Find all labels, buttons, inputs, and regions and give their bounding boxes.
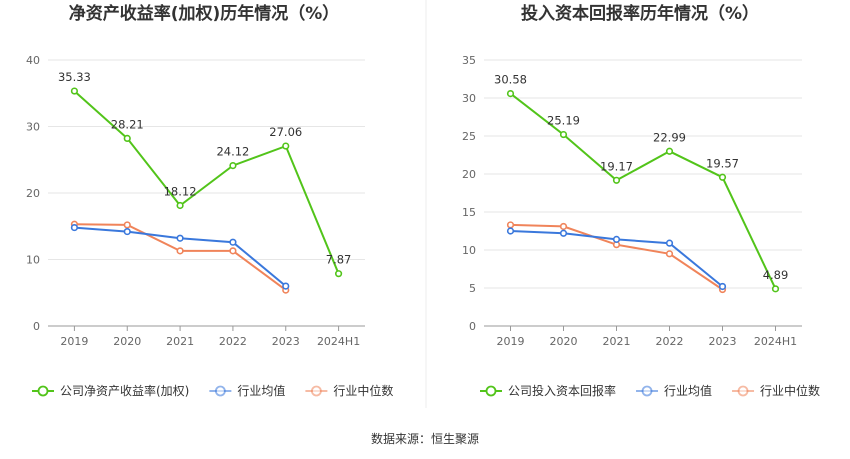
series-line-3 xyxy=(510,223,724,291)
x-tick-label: 2023 xyxy=(709,335,737,348)
legend-item-2: 行业均值 xyxy=(636,383,712,398)
legend-label: 行业中位数 xyxy=(333,383,393,398)
y-tick-label: 25 xyxy=(462,130,476,143)
data-point xyxy=(665,147,674,155)
data-point xyxy=(123,227,131,236)
legend-label: 公司净资产收益率(加权) xyxy=(60,383,189,398)
data-point xyxy=(334,270,343,278)
data-point xyxy=(559,222,568,231)
data-point xyxy=(665,239,674,247)
data-point xyxy=(559,130,568,139)
legend-item-3: 行业中位数 xyxy=(732,383,820,398)
y-tick-label: 20 xyxy=(26,187,40,200)
data-point xyxy=(176,234,184,242)
data-label: 7.87 xyxy=(326,253,352,267)
x-tick-label: 2020 xyxy=(550,335,578,348)
data-point xyxy=(176,201,184,210)
legend-label: 行业中位数 xyxy=(760,383,820,398)
legend-swatch-marker xyxy=(214,385,226,397)
legend-item-1: 公司投入资本回报率 xyxy=(480,383,616,398)
chart-2: 投入资本回报率历年情况（%） 0 5 10 15 20 25 30 35 2019 2020 2021… xyxy=(462,3,820,398)
y-tick-label: 15 xyxy=(462,206,476,219)
series-line-1 xyxy=(509,92,777,290)
data-point xyxy=(506,89,515,98)
data-point xyxy=(665,250,674,258)
data-point xyxy=(229,238,237,246)
data-label: 19.57 xyxy=(706,156,739,170)
x-tick-label: 2020 xyxy=(113,335,141,348)
data-point xyxy=(70,223,79,232)
legend-swatch-marker xyxy=(641,385,653,397)
y-tick-label: 30 xyxy=(462,92,476,105)
data-point xyxy=(123,221,131,229)
y-tick-label: 5 xyxy=(469,282,476,295)
x-tick-label: 2019 xyxy=(497,335,525,348)
series-line-3 xyxy=(74,223,287,291)
data-point xyxy=(176,247,184,255)
source-label: 数据来源：恒生聚源 xyxy=(371,431,479,446)
x-tick-label: 2024H1 xyxy=(317,335,360,348)
data-point xyxy=(506,227,515,235)
data-point xyxy=(718,282,727,291)
x-tick-label: 2023 xyxy=(272,335,300,348)
legend-item-3: 行业中位数 xyxy=(305,383,393,398)
data-point xyxy=(506,221,515,229)
x-tick-label: 2022 xyxy=(656,335,684,348)
data-label: 24.12 xyxy=(216,145,249,159)
data-label: 28.21 xyxy=(111,117,144,131)
y-tick-label: 35 xyxy=(462,54,476,67)
data-point xyxy=(229,247,237,255)
legend-swatch-marker xyxy=(310,385,322,397)
data-label: 19.17 xyxy=(600,159,633,173)
y-tick-label: 40 xyxy=(26,54,40,67)
x-tick-label: 2021 xyxy=(603,335,631,348)
y-tick-label: 0 xyxy=(33,320,40,333)
data-point xyxy=(70,87,79,95)
y-tick-label: 10 xyxy=(462,244,476,257)
legend-item-1: 公司净资产收益率(加权) xyxy=(32,383,189,398)
data-point xyxy=(282,142,290,150)
data-point xyxy=(771,285,780,293)
y-tick-label: 10 xyxy=(26,254,40,267)
data-label: 22.99 xyxy=(653,130,686,144)
chart-title: 投入资本回报率历年情况（%） xyxy=(521,3,759,24)
y-tick-label: 0 xyxy=(469,320,476,333)
chart-1: 净资产收益率(加权)历年情况（%） 0 10 20 30 40 2019 2020 2021 20… xyxy=(26,3,393,398)
data-label: 18.12 xyxy=(164,185,197,199)
data-label: 4.89 xyxy=(763,268,789,282)
data-point xyxy=(282,282,290,290)
legend-swatch-marker xyxy=(485,385,497,397)
data-point xyxy=(559,229,568,237)
data-point xyxy=(718,173,727,181)
y-tick-label: 20 xyxy=(462,168,476,181)
data-label: 27.06 xyxy=(269,125,302,139)
legend-label: 行业均值 xyxy=(237,383,285,398)
data-point xyxy=(229,162,237,170)
legend-label: 公司投入资本回报率 xyxy=(508,383,616,398)
data-label: 35.33 xyxy=(58,70,91,84)
series-line-1 xyxy=(73,90,340,275)
data-label: 25.19 xyxy=(547,114,580,128)
x-tick-label: 2022 xyxy=(219,335,247,348)
data-point xyxy=(612,176,621,184)
x-tick-label: 2019 xyxy=(60,335,88,348)
legend-label: 行业均值 xyxy=(664,383,712,398)
x-tick-label: 2021 xyxy=(166,335,194,348)
legend-swatch-marker xyxy=(37,385,49,397)
x-tick-label: 2024H1 xyxy=(754,335,797,348)
legend-item-2: 行业均值 xyxy=(209,383,285,398)
data-label: 30.58 xyxy=(494,73,527,87)
data-point xyxy=(612,235,621,243)
chart-title: 净资产收益率(加权)历年情况（%） xyxy=(69,3,340,24)
data-point xyxy=(123,134,131,143)
legend-swatch-marker xyxy=(737,385,749,397)
y-tick-label: 30 xyxy=(26,121,40,134)
